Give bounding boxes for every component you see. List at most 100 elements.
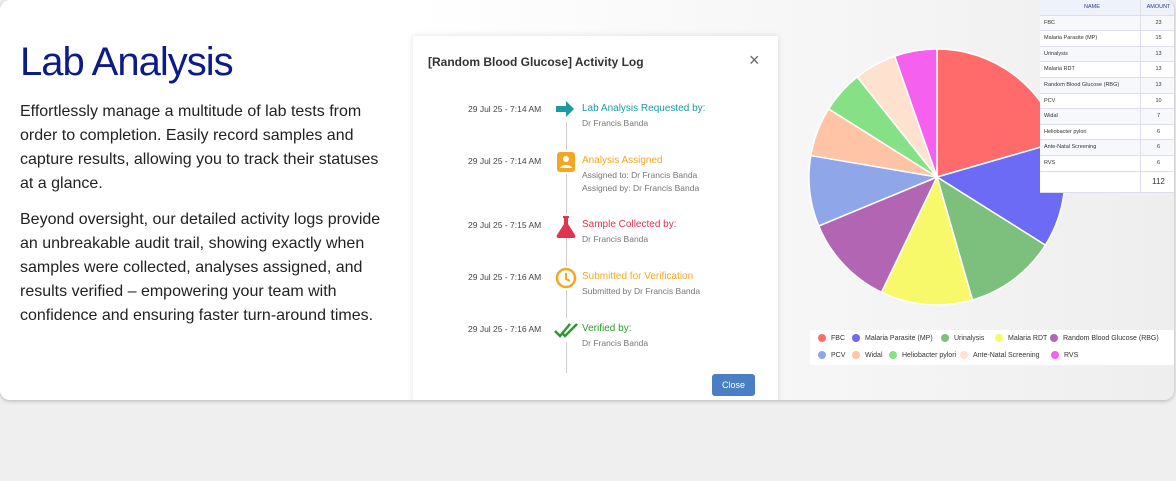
entry-icon	[554, 98, 578, 122]
amount-cell: 6	[1156, 144, 1161, 151]
entry-detail: Assigned to: Dr Francis Banda	[582, 170, 698, 180]
card: Lab Analysis Effortlessly manage a multi…	[0, 0, 1174, 400]
legend-swatch	[995, 334, 1003, 342]
table-row: Heliobacter pylori 6	[1040, 124, 1174, 141]
legend-swatch	[960, 351, 968, 359]
legend-item: Random Blood Glucose (RBG)	[1050, 334, 1159, 342]
entry-detail: Dr Francis Banda	[582, 338, 649, 348]
table-row: Malaria RDT 13	[1040, 62, 1174, 78]
legend-item: Widal	[852, 351, 883, 359]
legend-label: RVS	[1064, 351, 1079, 359]
name-cell: Heliobacter pylori	[1040, 124, 1141, 140]
entry-icon	[554, 150, 578, 174]
table-row: Widal 7	[1040, 109, 1174, 125]
entry-icon	[554, 214, 578, 238]
modal-title: [Random Blood Glucose] Activity Log	[428, 55, 644, 69]
entry-date: 29 Jul 25 - 7:14 AM	[468, 104, 542, 114]
total-cell: 112	[1152, 176, 1165, 186]
name-cell: PCV	[1040, 93, 1141, 109]
legend-item: Malaria RDT	[995, 334, 1047, 342]
amount-cell: 10	[1155, 97, 1162, 104]
close-button[interactable]: Close	[712, 374, 755, 396]
pie-slice	[880, 174, 974, 306]
table-row: FBC 23	[1040, 15, 1174, 32]
legend-label: Malaria RDT	[1008, 334, 1048, 342]
legend-item: Ante-Natal Screening	[960, 351, 1040, 359]
title: Lab Analysis	[20, 40, 234, 84]
entry-title: Sample Collected by:	[582, 219, 677, 230]
legend-item: Urinalysis	[941, 334, 984, 342]
entry-date: 29 Jul 25 - 7:16 AM	[468, 324, 542, 334]
name-cell: RVS	[1040, 155, 1141, 171]
entry-title: Analysis Assigned	[582, 155, 663, 166]
legend-item: Heliobacter pylori	[889, 351, 956, 359]
table-header: NAME AMOUNT	[1040, 0, 1174, 16]
entry-icon	[554, 318, 578, 342]
legend-label: FBC	[831, 334, 845, 342]
name-cell: Urinalysis	[1040, 46, 1141, 62]
entry-title: Lab Analysis Requested by:	[582, 103, 706, 114]
legend-item: PCV	[818, 351, 845, 359]
name-cell: Ante-Natal Screening	[1040, 140, 1141, 155]
legend-label: Malaria Parasite (MP)	[865, 334, 933, 342]
entry-date: 29 Jul 25 - 7:15 AM	[468, 220, 542, 230]
entry-date: 29 Jul 25 - 7:14 AM	[468, 156, 542, 166]
header-cell: NAME	[1040, 0, 1141, 15]
pie-chart	[808, 48, 1066, 306]
legend-label: Widal	[865, 351, 883, 359]
table-row: Random Blood Glucose (RBG) 13	[1040, 77, 1174, 94]
entry-date: 29 Jul 25 - 7:16 AM	[468, 272, 542, 282]
paragraph: Effortlessly manage a multitude of lab t…	[20, 103, 379, 192]
name-cell: Random Blood Glucose (RBG)	[1040, 77, 1141, 93]
legend-label: Urinalysis	[954, 334, 985, 342]
close-icon[interactable]: ×	[749, 50, 760, 70]
entry-detail: Dr Francis Banda	[582, 118, 649, 128]
entry-icon	[554, 266, 578, 290]
legend-label: Heliobacter pylori	[902, 351, 957, 359]
legend-label: Ante-Natal Screening	[973, 351, 1040, 359]
table-row: Ante-Natal Screening 6	[1040, 140, 1174, 156]
entry-detail: Submitted by Dr Francis Banda	[582, 286, 701, 296]
legend-label: PCV	[831, 351, 846, 359]
table-row: Urinalysis 13	[1040, 46, 1174, 63]
legend-swatch	[852, 351, 860, 359]
amount-cell: 23	[1155, 19, 1162, 26]
legend-swatch	[1051, 351, 1059, 359]
amount-cell: 13	[1155, 81, 1162, 88]
activity-log-modal: [Random Blood Glucose] Activity Log × 29…	[413, 36, 778, 400]
table-row: RVS 6	[1040, 155, 1174, 172]
entry-detail: Dr Francis Banda	[582, 234, 649, 244]
legend-item: FBC	[818, 334, 845, 342]
legend-label: Random Blood Glucose (RBG)	[1063, 334, 1159, 342]
table-row: Malaria Parasite (MP) 15	[1040, 31, 1174, 47]
header-cell: AMOUNT	[1146, 4, 1171, 10]
amount-cell: 13	[1155, 66, 1162, 73]
table-total: 112	[1040, 171, 1174, 193]
table: NAME AMOUNT FBC 23 Malaria Parasite (MP) 15 Ur…	[1040, 0, 1174, 193]
amount-cell: 7	[1156, 113, 1161, 120]
legend-swatch	[889, 351, 897, 359]
name-cell: FBC	[1040, 15, 1141, 31]
legend-swatch	[818, 334, 826, 342]
legend-swatch	[1050, 334, 1058, 342]
name-cell: Malaria RDT	[1040, 62, 1141, 77]
amount-cell: 15	[1155, 35, 1162, 42]
legend-item: Malaria Parasite (MP)	[852, 334, 933, 342]
table-row: PCV 10	[1040, 93, 1174, 110]
entry-title: Verified by:	[582, 323, 632, 334]
pie-slice	[817, 175, 939, 294]
paragraph: Beyond oversight, our detailed activity …	[20, 211, 381, 324]
entry-detail: Assigned by: Dr Francis Banda	[582, 183, 700, 193]
legend-swatch	[818, 351, 826, 359]
amount-cell: 6	[1156, 128, 1161, 135]
entry-title: Submitted for Verification	[582, 271, 694, 282]
legend-swatch	[941, 334, 949, 342]
total-label	[1040, 171, 1141, 192]
amount-cell: 13	[1155, 50, 1162, 57]
legend-item: RVS	[1051, 351, 1078, 359]
legend-swatch	[852, 334, 860, 342]
name-cell: Malaria Parasite (MP)	[1040, 31, 1141, 46]
name-cell: Widal	[1040, 109, 1141, 124]
amount-cell: 6	[1156, 159, 1161, 166]
